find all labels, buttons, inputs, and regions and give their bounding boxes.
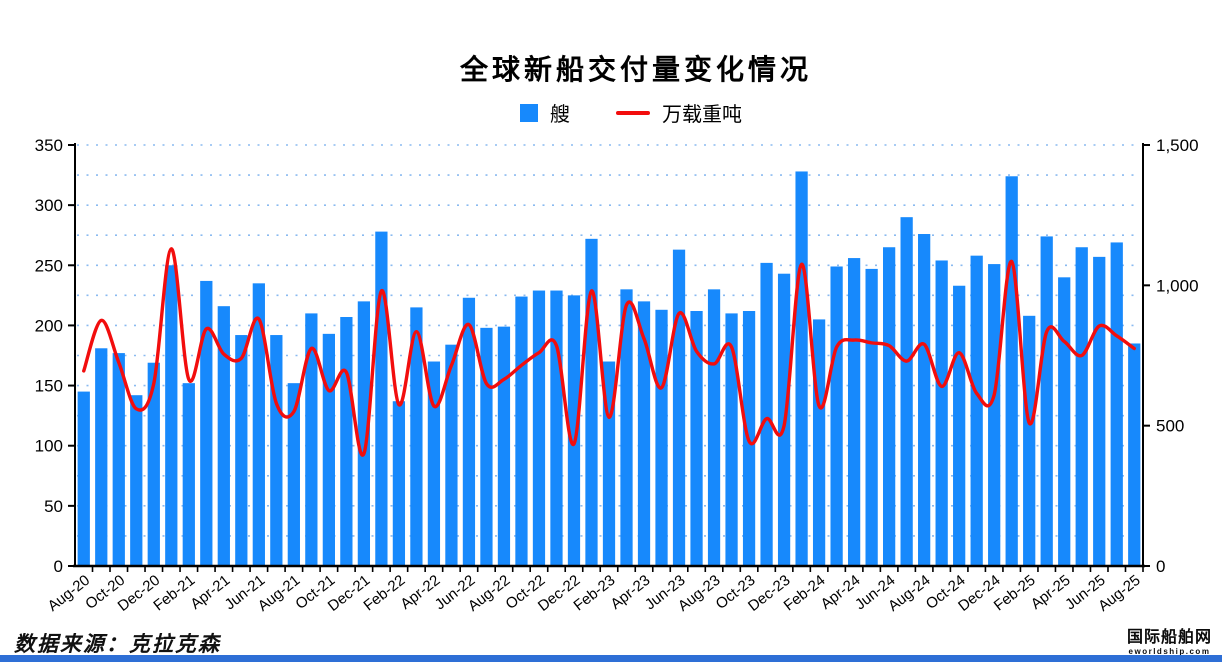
bar <box>1005 176 1018 566</box>
chart-title: 全球新船交付量变化情况 <box>459 53 812 86</box>
bar <box>707 289 721 566</box>
bar <box>130 395 143 566</box>
bar <box>1075 247 1088 566</box>
left-axis-label: 100 <box>35 437 63 456</box>
bar <box>480 327 493 566</box>
bar <box>305 313 318 566</box>
left-axis-label: 200 <box>35 316 63 335</box>
left-axis-label: 50 <box>44 497 63 516</box>
bar <box>165 265 178 566</box>
legend-item-ships: 艘 <box>520 98 570 127</box>
bar <box>918 234 931 567</box>
bar <box>235 335 248 566</box>
bar <box>217 306 230 566</box>
data-source-note: 数据来源：克拉克森 <box>14 631 221 656</box>
bar <box>77 391 90 566</box>
bar <box>1023 315 1036 566</box>
bar <box>427 361 441 566</box>
bar <box>900 217 913 566</box>
bar <box>375 231 388 566</box>
right-axis-label: 0 <box>1156 557 1165 576</box>
bar <box>1058 277 1071 566</box>
bar <box>357 301 371 566</box>
bar <box>322 333 335 566</box>
bar <box>672 249 686 567</box>
bar <box>585 238 598 566</box>
bar <box>830 266 843 566</box>
bar <box>760 262 773 566</box>
bar <box>182 383 195 566</box>
bar <box>865 268 878 566</box>
bar <box>95 348 108 566</box>
site-logo-domain: eworldship.com <box>1128 647 1211 656</box>
right-axis-label: 1,000 <box>1156 276 1199 295</box>
bar <box>1093 256 1106 566</box>
left-axis-label: 250 <box>35 256 63 275</box>
bar <box>497 326 511 566</box>
legend-label-dwt: 万载重吨 <box>662 102 742 126</box>
bar <box>410 307 423 566</box>
bar <box>287 383 300 566</box>
bar <box>795 171 808 566</box>
site-logo: 国际船舶网 eworldship.com <box>1127 630 1212 656</box>
bar <box>392 401 406 566</box>
bar <box>462 297 476 566</box>
bar <box>725 313 738 566</box>
bar <box>340 317 353 566</box>
left-axis-label: 350 <box>35 136 63 155</box>
left-axis-label: 0 <box>54 557 63 576</box>
bar <box>970 255 983 567</box>
legend-label-ships: 艘 <box>550 102 570 126</box>
bar <box>1128 343 1141 566</box>
bar <box>567 295 581 566</box>
site-logo-name: 国际船舶网 <box>1126 629 1212 646</box>
left-axis-label: 300 <box>35 196 63 215</box>
bar <box>1110 242 1123 566</box>
right-axis-label: 500 <box>1156 417 1184 436</box>
bar <box>883 247 896 566</box>
bar <box>515 296 528 566</box>
bar-series-swatch-icon <box>520 103 538 122</box>
bar <box>147 362 160 566</box>
bar <box>812 319 826 566</box>
bar <box>200 280 213 566</box>
bar <box>988 264 1001 566</box>
bar <box>532 290 546 566</box>
footer-accent-bar <box>0 655 1222 662</box>
bar <box>620 289 633 566</box>
bar <box>637 301 651 566</box>
bar <box>953 285 966 566</box>
bar <box>112 353 125 566</box>
bar <box>935 260 948 566</box>
x-axis-label: Aug-20 <box>45 572 94 615</box>
bar <box>550 290 563 566</box>
bar <box>445 344 458 566</box>
left-axis-label: 150 <box>35 377 63 396</box>
chart-legend: 艘 万载重吨 <box>0 98 1222 127</box>
bar <box>847 258 861 566</box>
right-axis-label: 1,500 <box>1156 136 1199 155</box>
bar <box>252 283 265 566</box>
bar-series <box>77 171 1141 567</box>
bar <box>690 310 703 566</box>
legend-item-dwt: 万载重吨 <box>616 98 742 127</box>
line-series-swatch-icon <box>616 110 650 115</box>
bar <box>655 309 668 566</box>
bar <box>270 335 283 566</box>
dwt-line <box>82 247 1136 457</box>
bar <box>1040 236 1053 566</box>
